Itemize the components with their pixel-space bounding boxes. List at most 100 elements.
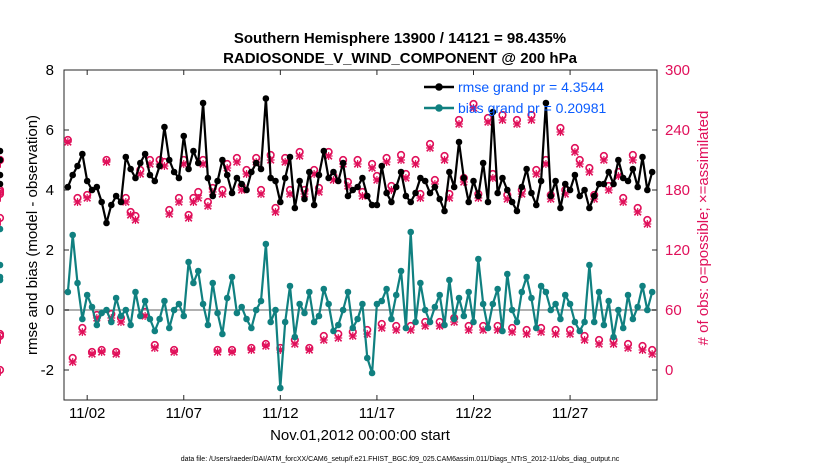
rmse-point <box>460 174 468 182</box>
obs-assimilated-point <box>121 198 130 206</box>
x-axis-tick-labels: 11/02 11/07 11/12 11/17 11/22 11/27 <box>69 405 588 422</box>
rmse-point <box>112 192 120 200</box>
y-axis-left-label: rmse and bias (model - observation) <box>24 115 41 355</box>
rmse-point <box>127 165 134 173</box>
rmse-point <box>644 186 651 194</box>
rmse-point <box>542 99 550 107</box>
rmse-point <box>368 201 376 209</box>
rmse-point <box>537 177 545 185</box>
bias-point <box>277 384 284 392</box>
y-tick-label: 2 <box>46 242 54 259</box>
bias-point <box>417 279 424 287</box>
rmse-point <box>397 168 405 176</box>
rmse-point <box>180 132 188 140</box>
bias-point <box>354 315 361 323</box>
legend-bias-label: bias grand pr = 0.20981 <box>458 100 606 116</box>
obs-assimilated-point <box>203 202 212 210</box>
rmse-point <box>450 183 458 191</box>
bias-point <box>306 288 313 296</box>
rmse-point <box>146 171 154 179</box>
rmse-point <box>330 168 337 176</box>
bias-point <box>470 318 477 326</box>
rmse-point <box>586 204 593 212</box>
bias-point <box>108 318 115 326</box>
bias-point <box>161 297 168 305</box>
rmse-point <box>624 177 632 185</box>
obs-assimilated-point <box>218 190 227 198</box>
bias-point <box>402 324 410 332</box>
rmse-point <box>383 189 390 197</box>
bias-point <box>552 300 559 308</box>
rmse-point <box>0 180 4 188</box>
rmse-point <box>465 198 472 206</box>
x-tick-label: 11/07 <box>166 405 202 422</box>
bias-point <box>185 258 192 266</box>
rmse-point <box>122 153 130 161</box>
chart-title-line-2: RADIOSONDE_V_WIND_COMPONENT @ 200 hPa <box>223 50 578 67</box>
obs-assimilated-point <box>257 190 265 198</box>
rmse-point <box>600 180 608 188</box>
bias-point <box>262 240 270 248</box>
bias-point <box>112 294 120 302</box>
rmse-point <box>615 156 622 164</box>
series-points <box>0 95 656 392</box>
bias-point <box>248 324 255 332</box>
rmse-point <box>392 183 400 191</box>
rmse-point <box>407 198 415 206</box>
bias-point <box>537 282 545 290</box>
rmse-point <box>561 180 569 188</box>
rmse-point <box>479 159 487 167</box>
rmse-point <box>354 183 361 191</box>
bias-point <box>165 324 173 332</box>
bias-point <box>122 306 130 314</box>
rmse-point <box>93 183 101 191</box>
obs-assimilated-point <box>575 160 584 168</box>
obs-assimilated-point <box>88 350 96 358</box>
rmse-point <box>528 189 535 197</box>
bias-point <box>624 291 632 299</box>
bias-point <box>634 303 641 311</box>
bias-point <box>88 303 96 311</box>
obs-assimilated-point <box>261 342 270 350</box>
rmse-point <box>446 168 453 176</box>
bias-point <box>219 330 226 338</box>
bias-point <box>436 291 443 299</box>
rmse-point <box>223 171 231 179</box>
bias-point <box>557 315 564 323</box>
obs-assimilated-point <box>184 214 193 222</box>
bias-point <box>383 285 390 293</box>
bias-point <box>484 324 492 332</box>
bias-point <box>513 318 521 326</box>
bias-point <box>281 318 289 326</box>
bias-point <box>349 324 357 332</box>
bias-point <box>421 306 429 314</box>
bias-point <box>0 273 4 281</box>
obs-assimilated-point <box>532 170 541 178</box>
obs-assimilated-point <box>633 208 642 216</box>
bias-point <box>74 279 81 287</box>
bias-point <box>494 285 501 293</box>
bias-point <box>132 288 139 296</box>
y-axis-left-tick-labels: -2 0 2 4 6 8 <box>41 62 54 379</box>
rmse-point <box>69 171 76 179</box>
rmse-point <box>214 177 221 185</box>
bias-point <box>581 318 588 326</box>
bias-point <box>378 297 386 305</box>
obs-assimilated-point <box>464 326 473 334</box>
obs-assimilated-point <box>595 340 604 348</box>
obs-assimilated-point <box>570 148 579 156</box>
rmse-point <box>136 159 144 167</box>
obs-assimilated-point <box>78 328 87 336</box>
obs-assimilated-point <box>604 186 613 194</box>
bias-point <box>460 312 468 320</box>
obs-assimilated-point <box>102 158 111 166</box>
rmse-point <box>557 204 564 212</box>
rmse-point <box>277 198 284 206</box>
x-axis-label: Nov.01,2012 00:00:00 start <box>270 427 451 444</box>
x-tick-label: 11/22 <box>455 405 491 422</box>
obs-assimilated-point <box>455 120 463 128</box>
rmse-point <box>475 192 482 200</box>
y-tick-label: 4 <box>46 182 54 199</box>
rmse-point <box>257 165 265 173</box>
rmse-point <box>547 192 555 200</box>
